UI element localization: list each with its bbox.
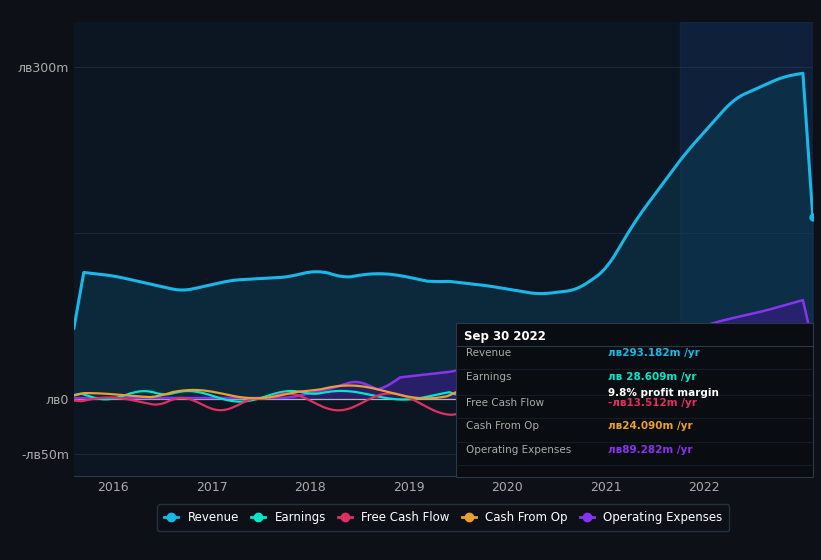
Text: лв24.090m /yr: лв24.090m /yr bbox=[608, 421, 692, 431]
Text: Operating Expenses: Operating Expenses bbox=[466, 445, 571, 455]
Text: Earnings: Earnings bbox=[466, 372, 511, 382]
Text: лв89.282m /yr: лв89.282m /yr bbox=[608, 445, 692, 455]
Text: Free Cash Flow: Free Cash Flow bbox=[466, 398, 544, 408]
Text: Cash From Op: Cash From Op bbox=[466, 421, 539, 431]
Text: лв 28.609m /yr: лв 28.609m /yr bbox=[608, 372, 696, 382]
Text: лв293.182m /yr: лв293.182m /yr bbox=[608, 348, 699, 358]
Text: Revenue: Revenue bbox=[466, 348, 511, 358]
Text: 9.8% profit margin: 9.8% profit margin bbox=[608, 388, 718, 398]
Text: Sep 30 2022: Sep 30 2022 bbox=[464, 330, 546, 343]
Text: -лв13.512m /yr: -лв13.512m /yr bbox=[608, 398, 696, 408]
Legend: Revenue, Earnings, Free Cash Flow, Cash From Op, Operating Expenses: Revenue, Earnings, Free Cash Flow, Cash … bbox=[157, 504, 730, 531]
Bar bbox=[680, 22, 813, 476]
